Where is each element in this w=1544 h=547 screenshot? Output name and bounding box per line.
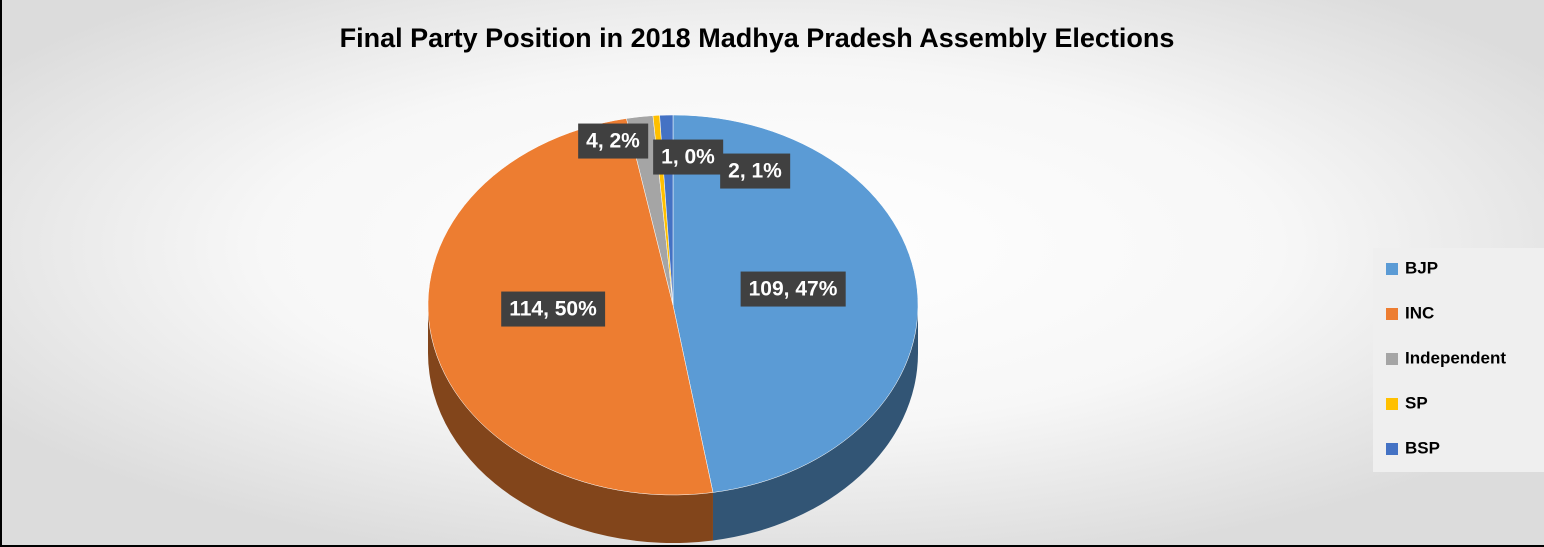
- legend-swatch: [1386, 443, 1398, 455]
- legend-swatch: [1386, 398, 1398, 410]
- slice-side: [428, 305, 713, 543]
- data-label-box: [740, 271, 846, 307]
- data-label-box: [653, 139, 724, 175]
- legend-swatch: [1386, 263, 1398, 275]
- data-label: 1, 0%: [661, 146, 715, 169]
- legend-swatch: [1386, 353, 1398, 365]
- legend-label: BJP: [1405, 258, 1438, 277]
- chart-title: Final Party Position in 2018 Madhya Prad…: [340, 23, 1175, 53]
- legend-label: INC: [1405, 303, 1434, 322]
- data-label-box: [501, 291, 606, 327]
- data-label-box: [720, 153, 791, 189]
- legend-swatch: [1386, 308, 1398, 320]
- legend-label: BSP: [1405, 438, 1440, 457]
- data-label: 109, 47%: [749, 278, 838, 301]
- data-label-box: [578, 123, 649, 159]
- legend-label: SP: [1405, 393, 1428, 412]
- data-label: 4, 2%: [586, 130, 640, 153]
- data-label: 2, 1%: [728, 160, 782, 183]
- legend-label: Independent: [1405, 348, 1506, 367]
- legend-box: [1373, 248, 1544, 472]
- data-label: 114, 50%: [509, 298, 597, 321]
